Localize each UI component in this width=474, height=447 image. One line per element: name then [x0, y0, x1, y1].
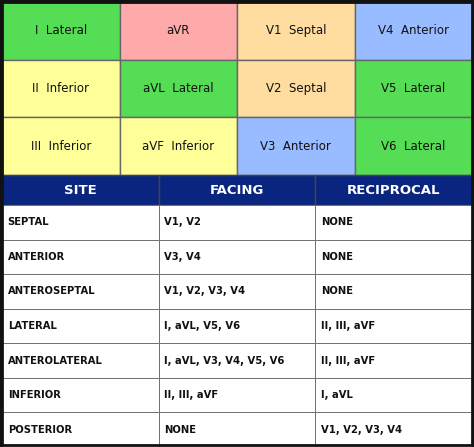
Bar: [158, 343, 315, 378]
Bar: [119, 117, 237, 175]
Text: SEPTAL: SEPTAL: [8, 217, 49, 227]
Bar: [2, 175, 158, 205]
Bar: [119, 59, 237, 117]
Text: SITE: SITE: [64, 184, 97, 197]
Text: V3  Anterior: V3 Anterior: [260, 139, 331, 153]
Bar: [237, 59, 355, 117]
Text: RECIPROCAL: RECIPROCAL: [347, 184, 440, 197]
Bar: [315, 309, 472, 343]
Text: II, III, aVF: II, III, aVF: [164, 390, 219, 400]
Text: I, aVL: I, aVL: [321, 390, 353, 400]
Text: II, III, aVF: II, III, aVF: [321, 355, 375, 366]
Bar: [355, 2, 472, 59]
Text: NONE: NONE: [321, 217, 353, 227]
Text: aVL  Lateral: aVL Lateral: [143, 82, 214, 95]
Text: V4  Anterior: V4 Anterior: [378, 24, 449, 38]
Bar: [158, 413, 315, 447]
Bar: [2, 413, 158, 447]
Text: I, aVL, V5, V6: I, aVL, V5, V6: [164, 321, 240, 331]
Text: II, III, aVF: II, III, aVF: [321, 321, 375, 331]
Bar: [2, 240, 158, 274]
Bar: [2, 59, 119, 117]
Bar: [2, 378, 158, 413]
Text: V1  Septal: V1 Septal: [265, 24, 326, 38]
Text: I, aVL, V3, V4, V5, V6: I, aVL, V3, V4, V5, V6: [164, 355, 284, 366]
Bar: [158, 240, 315, 274]
Text: V6  Lateral: V6 Lateral: [381, 139, 446, 153]
Text: V1, V2, V3, V4: V1, V2, V3, V4: [164, 287, 246, 296]
Text: ANTERIOR: ANTERIOR: [8, 252, 65, 262]
Bar: [158, 274, 315, 309]
Text: INFERIOR: INFERIOR: [8, 390, 61, 400]
Text: ANTEROSEPTAL: ANTEROSEPTAL: [8, 287, 95, 296]
Text: V2  Septal: V2 Septal: [265, 82, 326, 95]
Text: aVF  Inferior: aVF Inferior: [142, 139, 214, 153]
Bar: [315, 175, 472, 205]
Bar: [2, 343, 158, 378]
Bar: [237, 117, 355, 175]
Text: aVR: aVR: [166, 24, 190, 38]
Bar: [2, 205, 158, 240]
Text: FACING: FACING: [210, 184, 264, 197]
Text: V5  Lateral: V5 Lateral: [381, 82, 446, 95]
Bar: [2, 2, 119, 59]
Text: NONE: NONE: [164, 425, 196, 435]
Bar: [315, 413, 472, 447]
Bar: [315, 343, 472, 378]
Bar: [355, 117, 472, 175]
Bar: [2, 309, 158, 343]
Bar: [355, 59, 472, 117]
Bar: [315, 240, 472, 274]
Text: ANTEROLATERAL: ANTEROLATERAL: [8, 355, 102, 366]
Bar: [158, 309, 315, 343]
Text: II  Inferior: II Inferior: [32, 82, 89, 95]
Bar: [158, 205, 315, 240]
Bar: [315, 274, 472, 309]
Bar: [158, 378, 315, 413]
Bar: [119, 2, 237, 59]
Text: V1, V2, V3, V4: V1, V2, V3, V4: [321, 425, 402, 435]
Text: POSTERIOR: POSTERIOR: [8, 425, 72, 435]
Bar: [158, 175, 315, 205]
Text: LATERAL: LATERAL: [8, 321, 56, 331]
Text: NONE: NONE: [321, 287, 353, 296]
Bar: [315, 205, 472, 240]
Text: III  Inferior: III Inferior: [30, 139, 91, 153]
Bar: [315, 378, 472, 413]
Text: V1, V2: V1, V2: [164, 217, 201, 227]
Bar: [2, 274, 158, 309]
Text: I  Lateral: I Lateral: [35, 24, 87, 38]
Text: NONE: NONE: [321, 252, 353, 262]
Bar: [2, 117, 119, 175]
Bar: [237, 2, 355, 59]
Text: V3, V4: V3, V4: [164, 252, 201, 262]
